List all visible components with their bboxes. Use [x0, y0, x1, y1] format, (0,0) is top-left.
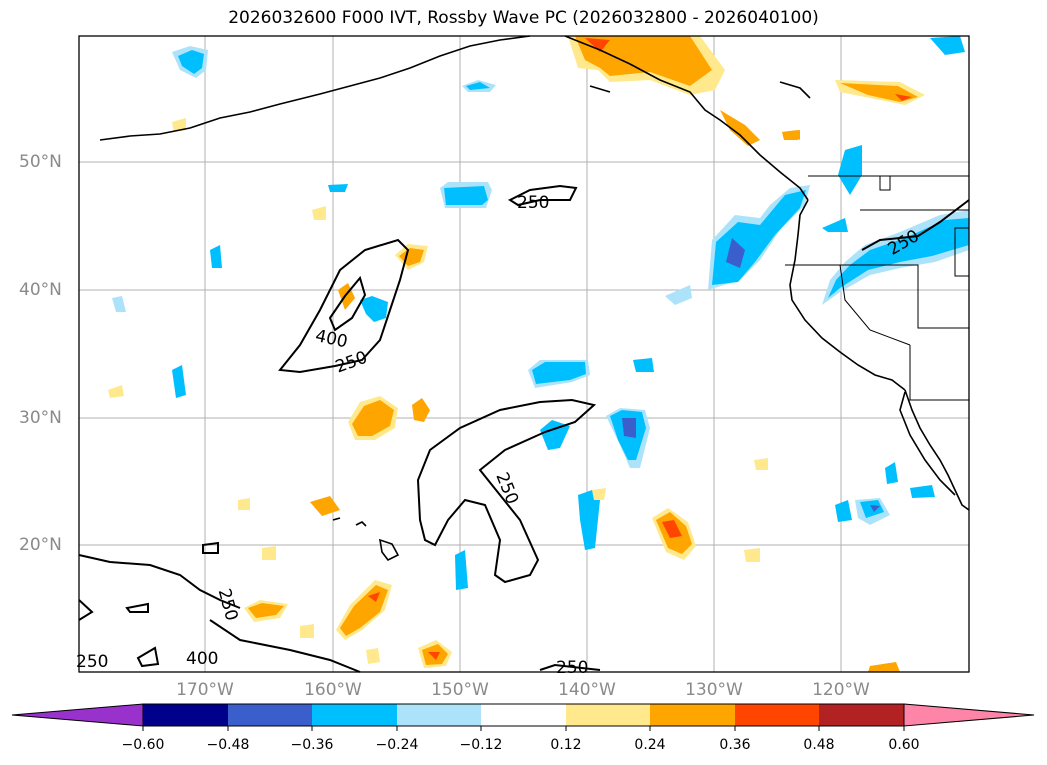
lon-label-130w: 130°W [685, 680, 743, 700]
lon-label-120w: 120°W [812, 680, 870, 700]
colorbar-tick-label: −0.12 [459, 737, 503, 753]
contour-label: 250 [556, 658, 588, 678]
coastlines [99, 35, 970, 562]
map-frame [78, 35, 970, 673]
contour-label: 400 [186, 649, 218, 669]
colorbar-tick-label: 0.60 [888, 737, 920, 753]
contour-label: 250 [76, 652, 108, 672]
lon-label-150w: 150°W [431, 680, 489, 700]
lon-label-140w: 140°W [558, 680, 616, 700]
lat-label-50n: 50°N [19, 152, 62, 172]
colorbar [11, 703, 1035, 731]
political-borders [785, 175, 970, 401]
gridlines [79, 36, 969, 672]
lat-label-40n: 40°N [19, 280, 62, 300]
colorbar-tick-label: 0.24 [634, 737, 666, 753]
lon-label-160w: 160°W [304, 680, 362, 700]
anomaly-shading [108, 36, 969, 672]
ivt-contours [78, 184, 970, 673]
lon-label-170w: 170°W [176, 680, 234, 700]
colorbar-tick-label: −0.48 [206, 737, 250, 753]
colorbar-tick-label: 0.36 [719, 737, 751, 753]
lat-label-20n: 20°N [19, 535, 62, 555]
lat-label-30n: 30°N [19, 408, 62, 428]
colorbar-tick-label: 0.12 [550, 737, 582, 753]
contour-label: 250 [517, 193, 549, 213]
colorbar-tick-label: 0.48 [803, 737, 835, 753]
map-title: 2026032600 F000 IVT, Rossby Wave PC (202… [228, 8, 819, 28]
colorbar-tick-label: −0.36 [290, 737, 334, 753]
colorbar-tick-label: −0.60 [121, 737, 165, 753]
colorbar-tick-label: −0.24 [375, 737, 419, 753]
